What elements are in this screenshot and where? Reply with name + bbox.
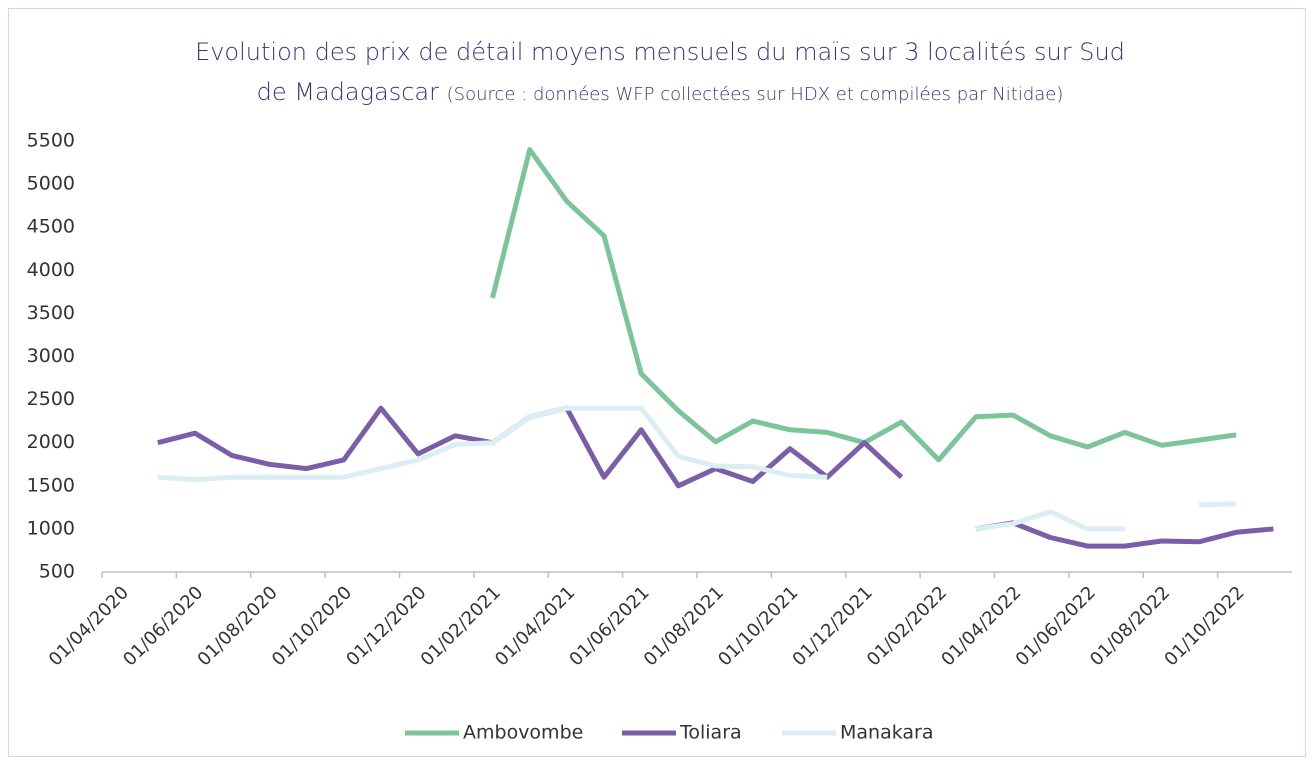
y-tick-label: 5500: [27, 130, 75, 152]
x-tick-label: 01/10/2022: [1160, 582, 1248, 670]
chart-frame: [8, 8, 1306, 757]
title-block: Evolution des prix de détail moyens mens…: [180, 32, 1140, 115]
legend-label: Toliara: [679, 722, 742, 744]
y-tick-label: 4000: [27, 259, 75, 281]
y-tick-label: 4500: [27, 216, 75, 238]
y-tick-label: 1500: [27, 474, 75, 496]
y-tick-label: 2000: [27, 431, 75, 453]
y-tick-label: 3500: [27, 302, 75, 324]
y-tick-label: 500: [39, 561, 75, 583]
y-tick-label: 3000: [27, 345, 75, 367]
chart-title: Evolution des prix de détail moyens mens…: [195, 38, 1125, 106]
series-line: [490, 147, 1237, 463]
legend-label: Ambovombe: [463, 722, 583, 744]
y-tick-label: 1000: [27, 517, 75, 539]
legend-label: Manakara: [840, 722, 934, 744]
y-tick-label: 5000: [27, 173, 75, 195]
y-tick-label: 2500: [27, 388, 75, 410]
chart-subtitle: (Source : données WFP collectées sur HDX…: [446, 84, 1064, 105]
series-line: [157, 405, 1237, 532]
